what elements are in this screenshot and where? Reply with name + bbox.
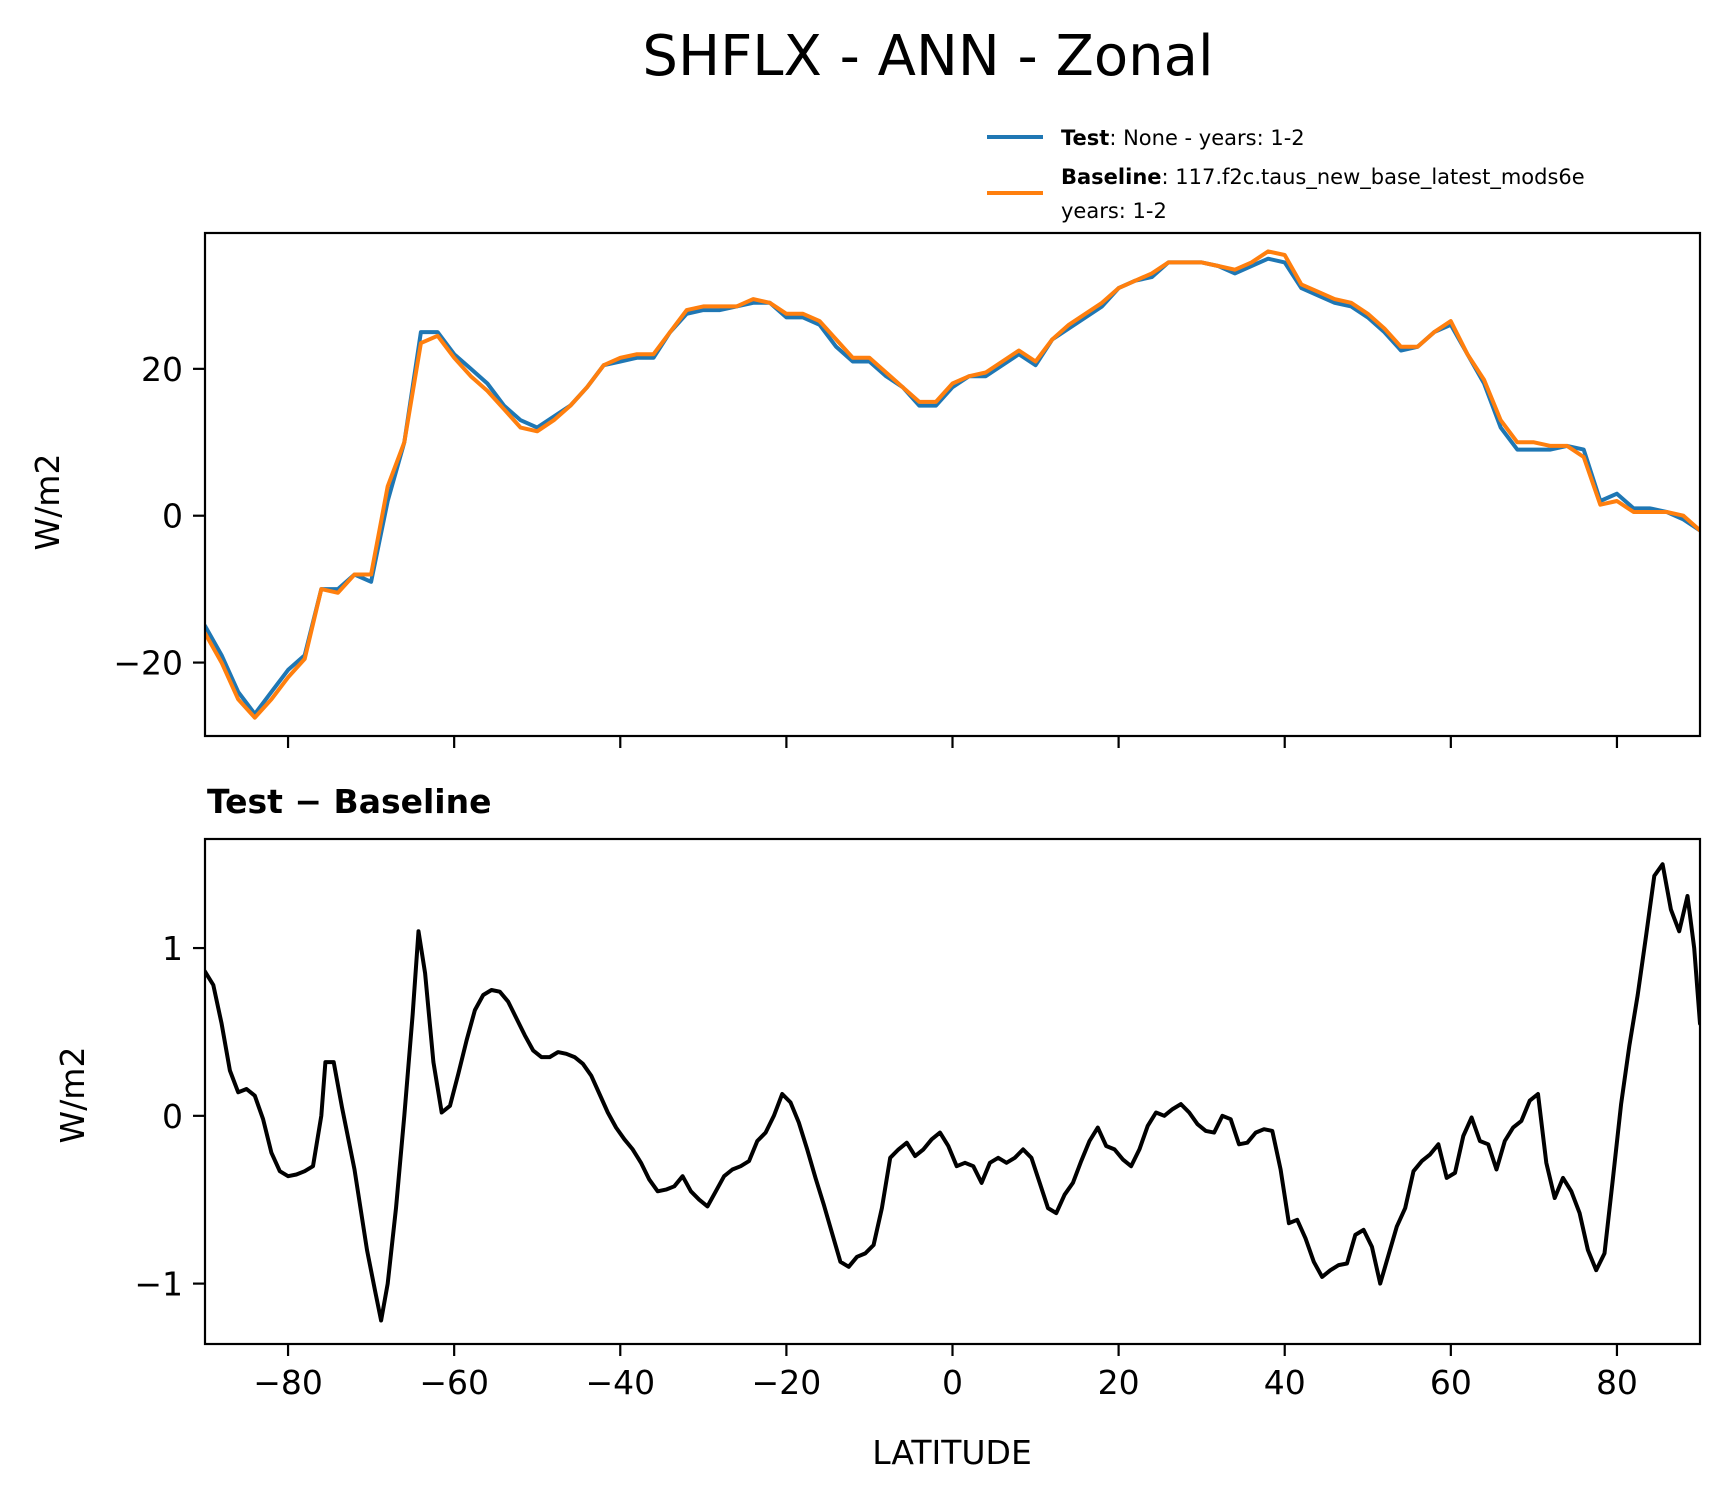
top-ytick-label: 20 [141,350,183,389]
top-panel-ylabel: W/m2 [28,454,67,551]
legend-test-label: Test: None - years: 1-2 [1061,126,1305,150]
top-ytick-label: 0 [162,497,183,536]
bottom-panel-frame [203,837,1702,1346]
bottom-xtick-label: −20 [752,1363,822,1402]
bottom-xtick-label: 0 [942,1363,963,1402]
bottom-xtick-label: 40 [1264,1363,1306,1402]
x-axis-label: LATITUDE [872,1433,1032,1472]
bottom-panel: Test − Baseline W/m2 −80 −60 −40 −20 0 20 40 60… [53,782,1702,1472]
legend-baseline-label-line2: years: 1-2 [1061,199,1167,223]
legend: Test: None - years: 1-2 Baseline: 117.f2… [987,126,1585,223]
top-ytick-label: −20 [113,644,183,683]
bottom-xtick-label: −80 [253,1363,323,1402]
top-panel-series [205,249,1700,720]
bottom-panel-ylabel: W/m2 [53,1047,92,1144]
bottom-panel-ticks: −80 −60 −40 −20 0 20 40 60 80 −1 0 1 [134,929,1638,1402]
bottom-xtick-label: −60 [419,1363,489,1402]
top-panel: W/m2 −20 0 20 [28,231,1702,748]
bottom-ytick-label: −1 [134,1265,183,1304]
bottom-xtick-label: 20 [1098,1363,1140,1402]
bottom-xtick-label: 60 [1430,1363,1472,1402]
legend-baseline-label: Baseline: 117.f2c.taus_new_base_latest_m… [1061,165,1585,190]
bottom-panel-series [205,862,1700,1323]
top-series-baseline-line [205,249,1700,720]
top-plot-area [205,249,1700,720]
bottom-series-difference-line [205,862,1700,1323]
bottom-plot-area [205,862,1700,1323]
figure-title: SHFLX - ANN - Zonal [642,24,1213,89]
bottom-xtick-label: 80 [1596,1363,1638,1402]
bottom-panel-title: Test − Baseline [207,782,492,821]
bottom-ytick-label: 1 [162,929,183,968]
top-panel-frame [203,231,1702,738]
bottom-xtick-label: −40 [585,1363,655,1402]
bottom-ytick-label: 0 [162,1097,183,1136]
top-panel-ticks: −20 0 20 [113,350,1619,748]
